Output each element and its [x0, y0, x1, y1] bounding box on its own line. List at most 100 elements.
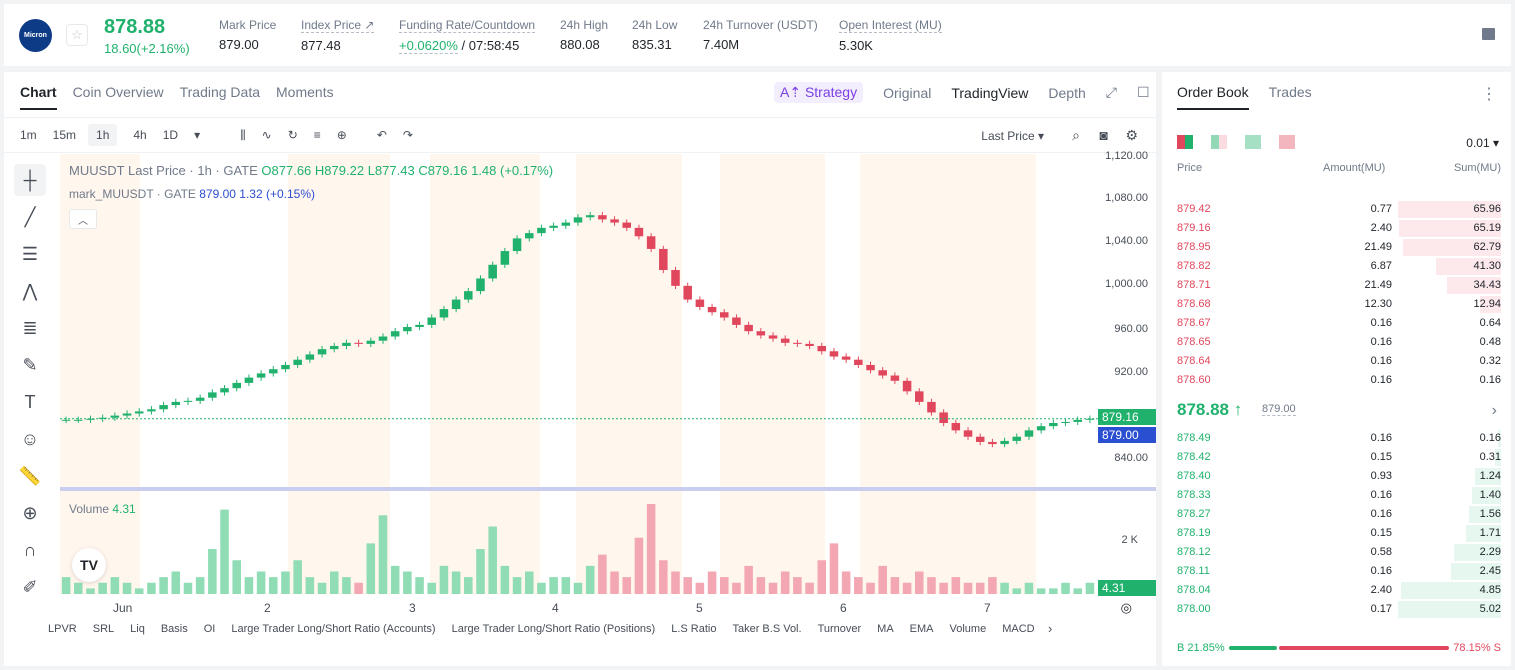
bid-row[interactable]: 878.42 0.15 0.31	[1162, 448, 1511, 467]
layout-bids-icon[interactable]	[1245, 135, 1261, 149]
indicator-item[interactable]: Liq	[130, 623, 145, 635]
tab-trading-data[interactable]: Trading Data	[179, 84, 261, 100]
stat-funding[interactable]: Funding Rate/Countdown +0.0620% / 07:58:4…	[399, 18, 536, 54]
stat-index-price[interactable]: Index Price ↗ 877.48	[301, 18, 375, 53]
crosshair-icon[interactable]: ┼	[14, 164, 46, 196]
timeframe-1d[interactable]: 1D	[162, 128, 179, 142]
timeframe-4h[interactable]: 4h	[133, 128, 147, 142]
magnet-icon[interactable]: ∩	[23, 539, 37, 560]
timeframe-1h[interactable]: 1h	[88, 124, 118, 146]
volume-bar	[464, 577, 473, 594]
depth-bar	[1450, 563, 1501, 580]
ask-row[interactable]: 878.67 0.16 0.64	[1162, 314, 1511, 333]
bid-row[interactable]: 878.00 0.17 5.02	[1162, 600, 1511, 619]
undo-icon[interactable]: ↶	[376, 128, 387, 142]
timeframe-1m[interactable]: 1m	[20, 128, 37, 142]
indicator-item[interactable]: SRL	[92, 623, 115, 635]
precision-select[interactable]: 0.01 ▾	[1466, 136, 1499, 150]
chevron-right-icon[interactable]: ›	[1048, 621, 1053, 636]
add-icon[interactable]: ⊕	[336, 128, 347, 142]
indicators-icon[interactable]: ∿	[261, 128, 272, 142]
indicator-item[interactable]: Large Trader Long/Short Ratio (Accounts)	[231, 623, 436, 635]
bid-row[interactable]: 878.12 0.58 2.29	[1162, 543, 1511, 562]
chevron-right-icon[interactable]: ›	[1491, 402, 1497, 419]
tab-order-book[interactable]: Order Book	[1177, 84, 1249, 110]
bid-row[interactable]: 878.33 0.16 1.40	[1162, 486, 1511, 505]
ask-row[interactable]: 878.95 21.49 62.79	[1162, 238, 1511, 257]
ask-row[interactable]: 879.16 2.40 65.19	[1162, 219, 1511, 238]
bid-row[interactable]: 878.04 2.40 4.85	[1162, 581, 1511, 600]
price-source-select[interactable]: Last Price ▾	[981, 129, 1044, 143]
camera-icon[interactable]: ◙	[1099, 127, 1108, 143]
candle-type-icon[interactable]: ⫼	[240, 127, 246, 142]
fib-icon[interactable]: ≣	[22, 317, 38, 338]
indicator-item[interactable]: MACD	[1002, 623, 1035, 635]
volume-axis-label: 2 K	[1121, 534, 1138, 546]
templates-icon[interactable]: ≡	[313, 128, 321, 142]
search-icon[interactable]: ⌕	[1072, 127, 1080, 143]
ask-row[interactable]: 878.68 12.30 12.94	[1162, 295, 1511, 314]
tab-trades[interactable]: Trades	[1268, 84, 1312, 100]
channel-icon[interactable]: ☰	[21, 243, 39, 264]
price-chart[interactable]	[60, 154, 1156, 614]
bid-row[interactable]: 878.49 0.16 0.16	[1162, 429, 1511, 448]
trendline-icon[interactable]: ╱	[24, 206, 36, 227]
timeframe-dropdown-icon[interactable]: ▾	[194, 128, 201, 142]
bid-row[interactable]: 878.27 0.16 1.56	[1162, 505, 1511, 524]
window-icon[interactable]: ☐	[1136, 84, 1150, 100]
volume-bar	[110, 577, 120, 594]
brush-icon[interactable]: ✎	[22, 354, 38, 375]
tab-moments[interactable]: Moments	[276, 84, 334, 100]
settings-icon[interactable]: ⚙	[1125, 127, 1138, 143]
replay-icon[interactable]: ↻	[287, 128, 298, 142]
text-icon[interactable]: T	[24, 391, 36, 412]
timeframe-15m[interactable]: 15m	[52, 128, 77, 142]
indicator-item[interactable]: Taker B.S Vol.	[732, 623, 802, 635]
pencil-lock-icon[interactable]: ✐	[22, 576, 38, 597]
volume-bar	[975, 582, 985, 594]
view-tradingview[interactable]: TradingView	[951, 84, 1029, 101]
indicator-item[interactable]: Turnover	[817, 623, 862, 635]
indicator-item[interactable]: OI	[203, 623, 216, 635]
auto-scale-icon[interactable]: ◎	[1120, 600, 1132, 615]
indicator-item[interactable]: Basis	[160, 623, 188, 635]
pattern-icon[interactable]: ⋀	[22, 280, 38, 301]
layout-asks-icon[interactable]	[1279, 135, 1295, 149]
tradingview-logo[interactable]: TV	[72, 548, 106, 582]
legend-collapse-button[interactable]: ︿	[69, 209, 97, 229]
bid-row[interactable]: 878.40 0.93 1.24	[1162, 467, 1511, 486]
ask-row[interactable]: 878.60 0.16 0.16	[1162, 371, 1511, 390]
book-icon[interactable]	[1482, 28, 1495, 40]
view-depth[interactable]: Depth	[1048, 84, 1086, 101]
indicator-item[interactable]: Volume	[949, 623, 987, 635]
expand-icon[interactable]: ⤢	[1105, 84, 1117, 100]
indicator-item[interactable]: EMA	[909, 623, 934, 635]
ask-row[interactable]: 878.71 21.49 34.43	[1162, 276, 1511, 295]
tab-coin-overview[interactable]: Coin Overview	[72, 84, 164, 100]
bid-row[interactable]: 878.11 0.16 2.45	[1162, 562, 1511, 581]
tab-chart[interactable]: Chart	[20, 84, 57, 110]
row-sum: 0.64	[1479, 317, 1501, 329]
ruler-icon[interactable]: 📏	[18, 465, 42, 486]
ask-row[interactable]: 879.42 0.77 65.96	[1162, 200, 1511, 219]
strategy-button[interactable]: A⇡ Strategy	[774, 82, 864, 103]
ask-row[interactable]: 878.82 6.87 41.30	[1162, 257, 1511, 276]
indicator-item[interactable]: LPVR	[48, 623, 77, 635]
row-amount: 0.16	[1370, 508, 1392, 520]
favorite-star-icon[interactable]: ☆	[66, 24, 88, 46]
ask-row[interactable]: 878.64 0.16 0.32	[1162, 352, 1511, 371]
bid-row[interactable]: 878.19 0.15 1.71	[1162, 524, 1511, 543]
layout-both-icon[interactable]	[1177, 135, 1193, 149]
layout-split-icon[interactable]	[1211, 135, 1227, 149]
ask-row[interactable]: 878.65 0.16 0.48	[1162, 333, 1511, 352]
indicator-item[interactable]: L.S Ratio	[671, 623, 717, 635]
indicator-item[interactable]: Large Trader Long/Short Ratio (Positions…	[451, 623, 656, 635]
volume-bar	[354, 582, 363, 594]
emoji-icon[interactable]: ☺	[20, 428, 40, 449]
redo-icon[interactable]: ↷	[402, 128, 413, 142]
indicator-item[interactable]: MA	[877, 623, 894, 635]
depth-bar	[1480, 296, 1501, 313]
zoom-icon[interactable]: ⊕	[22, 502, 38, 523]
more-icon[interactable]: ⋮	[1481, 86, 1497, 103]
view-original[interactable]: Original	[883, 84, 932, 101]
